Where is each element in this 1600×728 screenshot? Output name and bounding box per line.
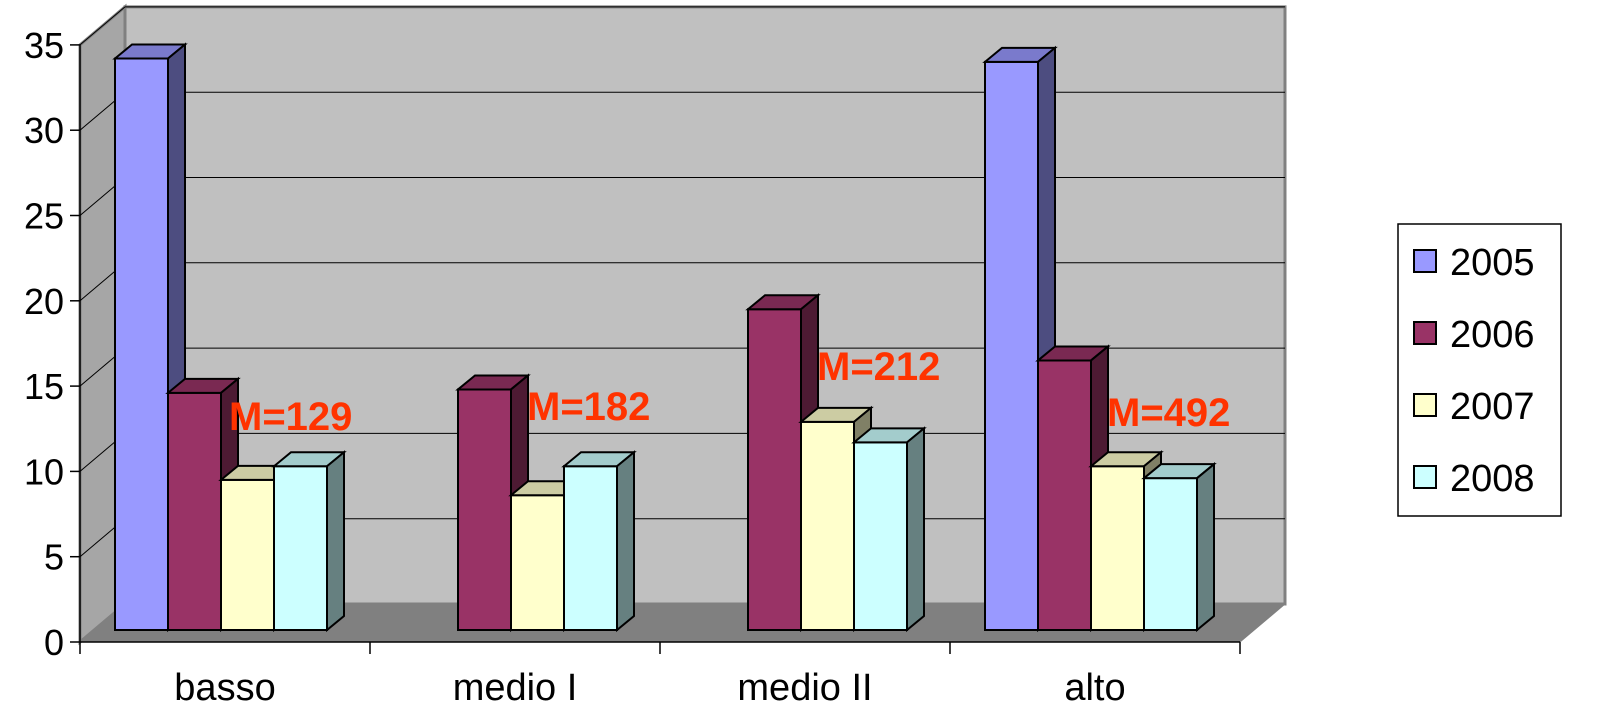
bar-front: [457, 388, 512, 631]
x-category-label: alto: [1064, 667, 1125, 709]
bar-front: [510, 494, 565, 631]
gridline-side: [79, 6, 126, 46]
bar-2005-basso: [112, 42, 188, 633]
legend: 2005 2006 2007 2008: [1397, 223, 1562, 517]
legend-label: 2008: [1450, 458, 1535, 500]
y-tick-label: 35: [24, 25, 64, 66]
y-tick-label: 5: [44, 537, 64, 578]
bar-2008-medio-II: [851, 426, 927, 633]
bar-front: [1143, 477, 1198, 631]
y-tick-label: 10: [24, 451, 64, 492]
bar-side: [616, 450, 635, 633]
bars: [112, 42, 1217, 633]
annotation-label: M=129: [229, 395, 352, 439]
legend-label: 2007: [1450, 386, 1535, 428]
x-category-label: basso: [174, 667, 275, 709]
bar-2008-basso: [271, 450, 347, 633]
bar-front: [167, 391, 222, 632]
legend-swatch: [1413, 321, 1437, 345]
legend-label: 2006: [1450, 314, 1535, 356]
y-tick-label: 0: [44, 622, 64, 663]
bar-side: [906, 426, 925, 633]
x-category-label: medio I: [453, 667, 578, 709]
bar-front: [747, 308, 802, 631]
axes: 0 5 10 15 20 25 30 35 basso medio I medio II alto: [24, 25, 1241, 709]
bar-side: [1196, 462, 1215, 633]
legend-swatch: [1413, 465, 1437, 489]
annotations: M=129 M=182 M=212 M=492: [229, 345, 1230, 439]
bar-front: [853, 441, 908, 631]
bar-2008-alto: [1141, 462, 1217, 633]
bar-front: [1037, 359, 1092, 631]
legend-label: 2005: [1450, 242, 1535, 284]
annotation-label: M=492: [1107, 391, 1230, 435]
legend-swatch: [1413, 249, 1437, 273]
bar-2008-medio-I: [561, 450, 637, 633]
bar-front: [563, 465, 618, 631]
y-tick-label: 15: [24, 366, 64, 407]
bar-front: [114, 57, 169, 631]
bar-front: [1090, 465, 1145, 631]
legend-swatch: [1413, 393, 1437, 417]
bar-front: [273, 465, 328, 631]
bar-front: [220, 478, 275, 631]
bar-side: [326, 450, 345, 633]
bar-front: [800, 420, 855, 632]
bar-front: [984, 60, 1039, 632]
y-tick-label: 30: [24, 110, 64, 151]
y-tick-label: 20: [24, 281, 64, 322]
annotation-label: M=182: [527, 385, 650, 429]
y-tick-label: 25: [24, 196, 64, 237]
x-category-label: medio II: [737, 667, 872, 709]
annotation-label: M=212: [817, 345, 940, 389]
